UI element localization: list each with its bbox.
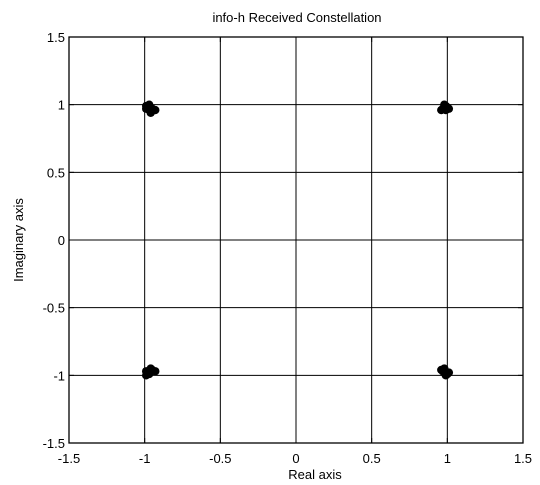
x-axis-label: Real axis bbox=[288, 467, 342, 482]
x-tick-label: -1 bbox=[139, 451, 151, 466]
plot-frame bbox=[68, 36, 524, 444]
x-tick-labels: -1.5 -1 -0.5 0 0.5 1 1.5 bbox=[58, 451, 532, 466]
x-tick-label: -0.5 bbox=[209, 451, 231, 466]
y-tick-label: 1.5 bbox=[47, 30, 65, 45]
x-tick-label: 0.5 bbox=[363, 451, 381, 466]
x-tick-label: 0 bbox=[292, 451, 299, 466]
scatter-points bbox=[141, 100, 454, 380]
y-axis-label: Imaginary axis bbox=[11, 198, 26, 282]
x-tick-label: 1 bbox=[444, 451, 451, 466]
y-tick-label: -0.5 bbox=[43, 301, 65, 316]
grid bbox=[68, 36, 524, 444]
y-tick-label: 0 bbox=[58, 233, 65, 248]
x-tick-label: 1.5 bbox=[514, 451, 532, 466]
y-tick-label: 1 bbox=[58, 98, 65, 113]
y-tick-label: -1.5 bbox=[43, 436, 65, 451]
y-tick-label: -1 bbox=[53, 368, 65, 383]
y-tick-labels: -1.5 -1 -0.5 0 0.5 1 1.5 bbox=[43, 30, 65, 451]
scatter-point bbox=[145, 369, 154, 379]
scatter-point bbox=[441, 101, 451, 111]
scatter-point bbox=[141, 101, 151, 111]
y-tick-label: 0.5 bbox=[47, 165, 65, 180]
scatter-point bbox=[441, 369, 451, 379]
scatter-point bbox=[146, 108, 155, 117]
chart-title: info-h Received Constellation bbox=[212, 10, 381, 25]
x-tick-label: -1.5 bbox=[58, 451, 80, 466]
